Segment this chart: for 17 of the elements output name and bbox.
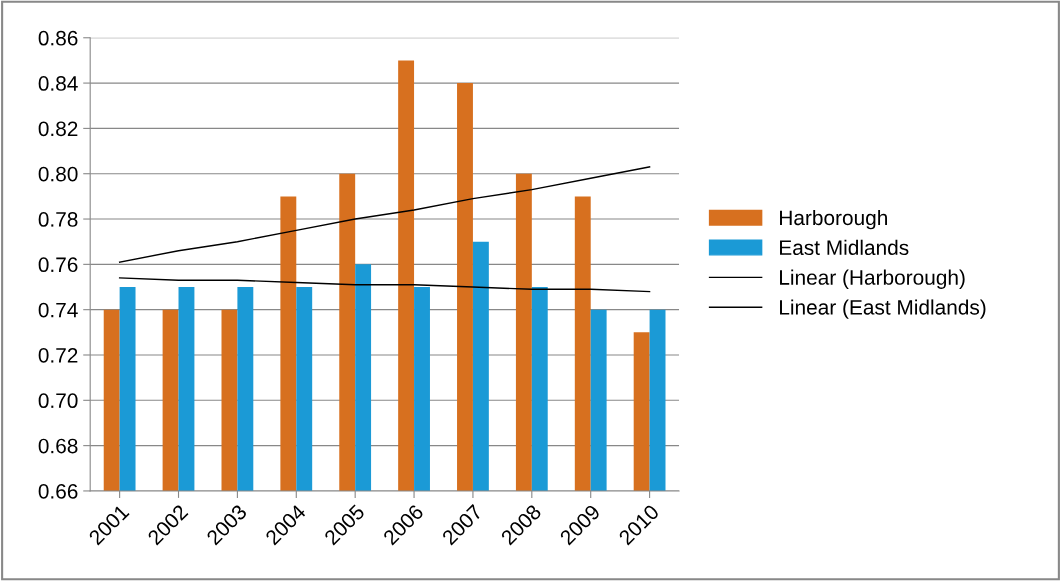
y-tick-label: 0.70: [38, 393, 78, 409]
y-tick-label: 0.66: [38, 483, 78, 499]
y-tick-label: 0.72: [38, 347, 78, 363]
y-tick-label: 0.84: [38, 76, 78, 91]
y-tick-label: 0.74: [38, 302, 78, 318]
y-tick-label: 0.82: [38, 121, 78, 137]
y-tick-label: 0.76: [38, 257, 78, 273]
legend-label: Linear (East Midlands): [780, 299, 986, 319]
y-tick-label: 0.80: [38, 166, 78, 182]
line-series: [118, 166, 651, 263]
legend-label: Harborough: [780, 209, 887, 230]
legend-label: East Midlands: [780, 239, 909, 256]
y-tick-label: 0.78: [38, 212, 78, 227]
y-tick-label: 0.86: [38, 30, 78, 46]
legend-label: Linear (Harborough): [780, 269, 965, 289]
line-series: [118, 277, 651, 293]
y-tick-label: 0.68: [38, 438, 78, 454]
